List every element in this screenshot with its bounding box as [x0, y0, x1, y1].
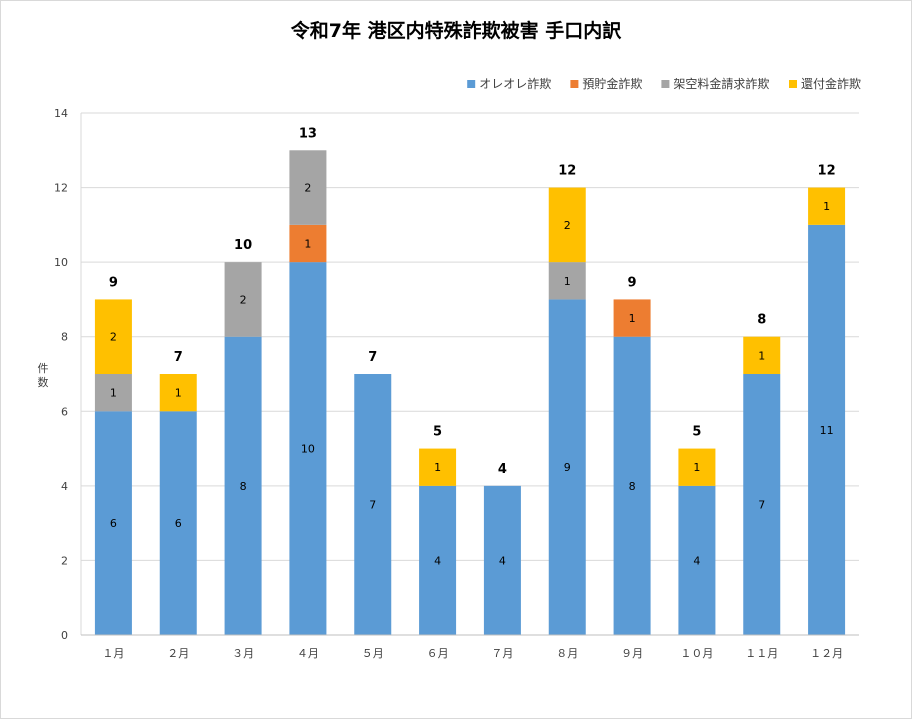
bar-segment: [678, 485, 716, 635]
y-tick-label: 4: [61, 480, 68, 493]
bar-segment: [94, 299, 132, 374]
bar-total-label: 7: [174, 350, 183, 365]
bar-segment-label: 1: [693, 461, 700, 474]
bar-segment: [289, 224, 327, 263]
bar-segment: [548, 187, 586, 263]
bar-total-label: 7: [368, 350, 377, 365]
bar-total-label: 13: [299, 126, 317, 141]
chart-title: 令和7年 港区内特殊詐欺被害 手口内訳: [291, 19, 622, 42]
bar-segment-label: 4: [499, 554, 506, 567]
bar-segment: [159, 411, 197, 635]
x-tick-label: ４月: [297, 647, 319, 660]
bar-segment: [483, 485, 521, 635]
bar-segment-label: 1: [758, 349, 765, 362]
x-tick-label: ７月: [491, 647, 513, 660]
bar-segment: [678, 448, 716, 486]
bar-segment: [808, 224, 846, 635]
bar-segment-label: 9: [564, 461, 571, 474]
bar-segment: [419, 448, 457, 486]
y-tick-label: 6: [61, 405, 68, 418]
y-tick-label: 12: [54, 182, 68, 195]
bar-segment-label: 1: [823, 200, 830, 213]
bar-total-label: 4: [498, 462, 507, 477]
x-tick-label: ３月: [232, 647, 254, 660]
x-tick-label: １０月: [680, 647, 713, 660]
bar-segment: [224, 262, 262, 337]
bar-segment-label: 6: [175, 517, 182, 530]
bar-segment-label: 11: [820, 424, 834, 437]
x-tick-label: ５月: [362, 647, 384, 660]
bar-segment: [548, 299, 586, 635]
legend-swatch: [789, 80, 797, 88]
bar-segment-label: 1: [304, 238, 311, 251]
bar-segment: [548, 262, 586, 300]
x-tick-label: １２月: [810, 647, 843, 660]
bar-segment-label: 1: [110, 387, 117, 400]
bar-segment: [808, 187, 846, 225]
x-tick-label: ２月: [167, 647, 189, 660]
bar-segment-label: 4: [434, 554, 441, 567]
bar-total-label: 10: [234, 238, 252, 253]
gridlines: [81, 112, 859, 636]
legend-swatch: [661, 80, 670, 88]
x-tick-label: ６月: [427, 647, 449, 660]
bar-segment: [289, 262, 327, 635]
bar-segment-label: 1: [434, 461, 441, 474]
bar-segment-label: 2: [110, 331, 117, 344]
bar-total-label: 9: [628, 275, 637, 290]
bar-segment: [94, 411, 132, 635]
legend-label: 預貯金詐欺: [582, 76, 642, 91]
legend-swatch: [570, 80, 579, 88]
bar-total-label: 12: [558, 164, 576, 179]
y-tick-label: 10: [54, 256, 68, 269]
bar-segment: [743, 336, 781, 374]
y-tick-label: 14: [54, 107, 68, 120]
bar-segment-label: 2: [564, 219, 571, 232]
legend-label: オレオレ詐欺: [479, 76, 551, 91]
bar-total-label: 5: [692, 425, 701, 440]
x-axis: １月 ２月 ３月 ４月 ５月 ６月 ７月 ８月 ９月 １０月 １１月 １２月: [81, 634, 859, 660]
x-tick-label: ９月: [621, 647, 643, 660]
bar-total-label: 12: [818, 164, 836, 179]
bar-segment-label: 7: [758, 499, 765, 512]
bar-segment: [159, 374, 197, 412]
legend-label: 架空料金請求詐欺: [673, 76, 769, 91]
legend-label: 還付金詐欺: [801, 76, 861, 91]
bar-segment: [94, 374, 132, 412]
x-tick-label: ８月: [556, 647, 578, 660]
y-axis-label: 件数: [38, 362, 49, 389]
bar-segment-label: 4: [693, 554, 700, 567]
bar-segment-label: 6: [110, 517, 117, 530]
bar-segment-label: 2: [240, 293, 247, 306]
bar-segment: [613, 299, 651, 337]
bar-segment: [743, 374, 781, 635]
legend-swatch: [467, 80, 476, 88]
bar-segment-label: 1: [564, 275, 571, 288]
bar-segment: [613, 336, 651, 635]
y-axis: 0 2 4 6 8 10 12 14: [54, 107, 82, 642]
bar-segment: [419, 485, 457, 635]
bar-segment-label: 10: [301, 443, 315, 456]
x-tick-label: １月: [102, 647, 124, 660]
bar-segment-label: 1: [175, 387, 182, 400]
bar-segment-label: 1: [629, 312, 636, 325]
bar-total-label: 5: [433, 425, 442, 440]
bar-total-label: 9: [109, 275, 118, 290]
bar-segment-label: 2: [304, 182, 311, 195]
bar-total-label: 8: [757, 313, 766, 328]
bar-segment-label: 7: [369, 499, 376, 512]
x-tick-label: １１月: [745, 647, 778, 660]
bar-segment-label: 8: [240, 480, 247, 493]
bar-segment: [224, 336, 262, 635]
y-tick-label: 0: [61, 629, 68, 642]
bar-segment-label: 8: [629, 480, 636, 493]
y-tick-label: 2: [61, 554, 68, 567]
legend: オレオレ詐欺 預貯金詐欺 架空料金請求詐欺 還付金詐欺: [467, 76, 861, 91]
bar-segment: [289, 150, 327, 225]
bar-segment: [354, 374, 392, 635]
y-tick-label: 8: [61, 331, 68, 344]
